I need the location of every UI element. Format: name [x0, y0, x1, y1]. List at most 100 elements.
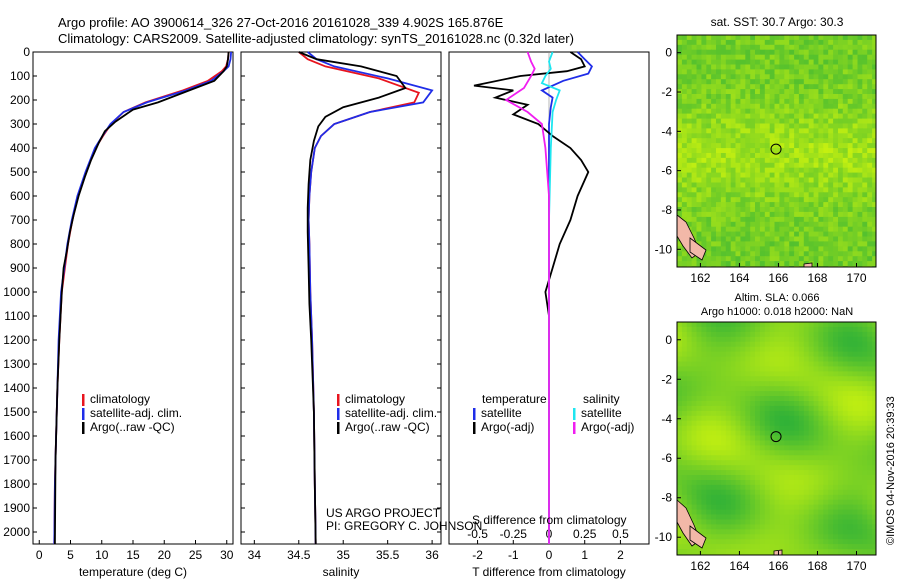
heatmap-cell — [862, 391, 868, 397]
heatmap-cell — [789, 226, 795, 233]
depth-tick-label: 900 — [10, 261, 30, 275]
heatmap-cell — [867, 177, 873, 183]
heatmap-cell — [759, 356, 766, 363]
heatmap-cell — [823, 544, 829, 550]
heatmap-cell — [852, 415, 859, 422]
heatmap-cell — [813, 231, 820, 238]
heatmap-cell — [691, 103, 698, 110]
heatmap-cell — [803, 69, 810, 75]
heatmap-cell — [681, 256, 688, 262]
heatmap-cell — [842, 113, 849, 120]
heatmap-cell — [716, 172, 722, 179]
heatmap-cell — [813, 123, 820, 129]
heatmap-cell — [711, 519, 717, 525]
heatmap-cell — [681, 544, 688, 550]
heatmap-cell — [808, 401, 815, 407]
heatmap-cell — [686, 489, 693, 496]
heatmap-cell — [794, 79, 800, 85]
heatmap-cell — [696, 172, 702, 179]
heatmap-cell — [847, 346, 854, 353]
heatmap-cell — [691, 79, 698, 85]
heatmap-cell — [862, 44, 868, 51]
heatmap-cell — [857, 499, 863, 506]
heatmap-cell — [847, 123, 854, 129]
heatmap-cell — [730, 401, 737, 407]
heatmap-cell — [730, 336, 737, 343]
heatmap-cell — [759, 440, 766, 446]
heatmap-cell — [818, 544, 824, 550]
heatmap-cell — [711, 341, 717, 348]
heatmap-cell — [833, 371, 839, 377]
heatmap-cell — [842, 391, 849, 397]
heatmap-cell — [798, 346, 805, 353]
heatmap-cell — [813, 489, 820, 496]
heatmap-cell — [808, 153, 815, 159]
heatmap-cell — [681, 331, 688, 338]
heatmap-cell — [755, 504, 761, 511]
heatmap-cell — [735, 118, 741, 125]
heatmap-cell — [794, 534, 800, 540]
heatmap-cell — [784, 39, 790, 46]
heatmap-cell — [711, 49, 717, 56]
heatmap-cell — [755, 322, 761, 328]
heatmap-cell — [686, 331, 693, 338]
heatmap-cell — [803, 79, 810, 85]
heatmap-cell — [711, 534, 717, 540]
heatmap-cell — [838, 519, 844, 525]
heatmap-cell — [701, 54, 707, 61]
heatmap-cell — [701, 118, 707, 125]
heatmap-cell — [813, 410, 820, 417]
heatmap-cell — [755, 197, 761, 203]
heatmap-cell — [774, 445, 780, 451]
heatmap-cell — [808, 346, 815, 353]
heatmap-cell — [686, 182, 693, 188]
heatmap-cell — [862, 544, 868, 550]
heatmap-cell — [842, 123, 849, 129]
heatmap-cell — [872, 231, 876, 238]
heatmap-cell — [677, 251, 683, 257]
heatmap-cell — [774, 74, 780, 80]
heatmap-cell — [838, 261, 844, 267]
heatmap-cell — [842, 351, 849, 358]
heatmap-cell — [838, 455, 844, 461]
heatmap-cell — [759, 221, 766, 228]
heatmap-cell — [677, 351, 683, 358]
heatmap-cell — [842, 153, 849, 159]
heatmap-cell — [769, 351, 776, 358]
heatmap-cell — [730, 470, 737, 476]
heatmap-cell — [740, 256, 746, 262]
heatmap-cell — [711, 549, 717, 555]
heatmap-cell — [691, 425, 698, 432]
heatmap-cell — [696, 326, 702, 333]
heatmap-cell — [803, 157, 810, 164]
heatmap-cell — [686, 64, 693, 70]
heatmap-cell — [789, 396, 795, 402]
heatmap-cell — [818, 103, 824, 110]
heatmap-cell — [857, 108, 863, 115]
heatmap-cell — [823, 489, 829, 496]
heatmap-cell — [803, 172, 810, 179]
heatmap-cell — [681, 386, 688, 392]
heatmap-cell — [774, 494, 780, 501]
heatmap-cell — [828, 341, 834, 348]
heatmap-cell — [706, 475, 712, 481]
heatmap-cell — [857, 514, 863, 520]
heatmap-cell — [686, 157, 693, 164]
heatmap-cell — [842, 197, 849, 203]
heatmap-cell — [867, 226, 873, 233]
x-tick-label: 168 — [807, 271, 827, 285]
heatmap-cell — [750, 410, 756, 417]
heatmap-cell — [769, 366, 776, 372]
heatmap-cell — [823, 480, 829, 486]
heatmap-cell — [794, 455, 800, 461]
heatmap-cell — [696, 371, 702, 377]
heatmap-cell — [823, 59, 829, 66]
heatmap-cell — [818, 118, 824, 125]
heatmap-cell — [847, 470, 854, 476]
heatmap-cell — [716, 455, 722, 461]
heatmap-cell — [784, 435, 790, 441]
heatmap-cell — [872, 341, 876, 348]
heatmap-cell — [833, 123, 839, 129]
heatmap-cell — [867, 366, 873, 372]
heatmap-cell — [838, 322, 844, 328]
